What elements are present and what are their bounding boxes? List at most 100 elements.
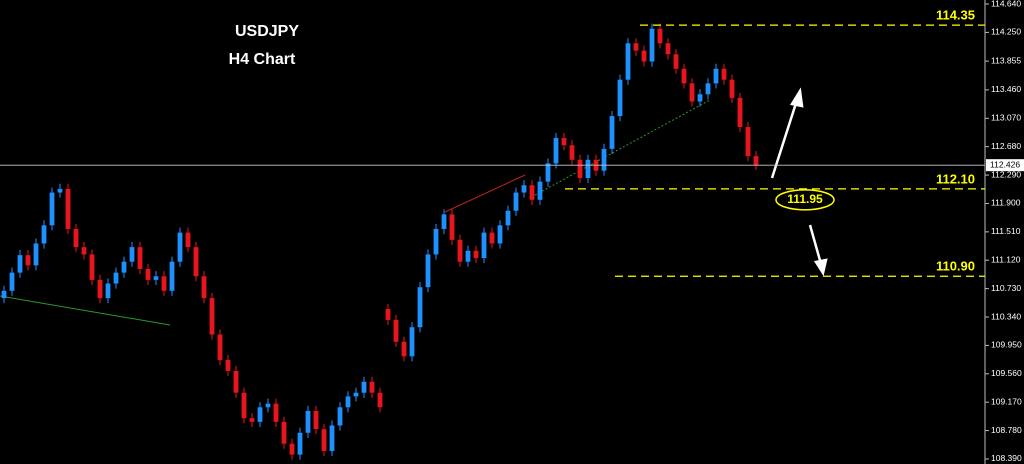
- y-tick-label: 112.680: [991, 141, 1021, 151]
- candle-body: [193, 247, 199, 277]
- y-tick-label: 113.460: [991, 84, 1021, 94]
- candle-body: [425, 254, 431, 288]
- y-tick-label: 111.900: [991, 198, 1021, 208]
- candle-body: [129, 247, 135, 262]
- candle-body: [401, 341, 407, 357]
- candle-body: [409, 327, 415, 357]
- candle-body: [705, 83, 711, 95]
- candle-body: [505, 210, 511, 226]
- candle-body: [665, 43, 671, 55]
- candle-body: [81, 247, 87, 255]
- candle-body: [449, 214, 455, 240]
- candle-body: [105, 283, 111, 299]
- candle-body: [201, 276, 207, 299]
- candle-body: [633, 43, 639, 51]
- candle-body: [417, 287, 423, 328]
- candle-body: [73, 228, 79, 248]
- candle-body: [305, 410, 311, 433]
- candle-body: [281, 421, 287, 444]
- candle-body: [745, 127, 751, 157]
- candle-body: [177, 232, 183, 262]
- candle-body: [729, 79, 735, 98]
- chart-title: USDJPY: [235, 23, 299, 40]
- target-label: 111.95: [787, 192, 823, 206]
- candle-body: [529, 185, 535, 200]
- candle-body: [329, 425, 335, 451]
- candle-body: [49, 192, 55, 226]
- candle-body: [657, 28, 663, 44]
- candle-body: [441, 214, 447, 229]
- candle-body: [385, 309, 391, 320]
- candle-body: [345, 396, 351, 408]
- y-tick-label: 110.340: [991, 311, 1021, 321]
- candle-body: [9, 272, 15, 291]
- candle-body: [361, 381, 367, 393]
- candle-body: [553, 137, 559, 164]
- candle-body: [265, 403, 271, 408]
- candle-body: [473, 250, 479, 259]
- y-tick-label: 114.640: [991, 0, 1021, 8]
- candle-body: [697, 94, 703, 102]
- candle-body: [753, 156, 759, 165]
- candle-body: [577, 159, 583, 178]
- candle-body: [457, 239, 463, 262]
- candle-body: [153, 276, 159, 280]
- candle-body: [369, 381, 375, 393]
- candle-body: [233, 370, 239, 393]
- candle-body: [713, 68, 719, 84]
- candle-body: [689, 83, 695, 102]
- trend-line: [444, 174, 526, 213]
- candle-body: [465, 250, 471, 262]
- y-tick-label: 108.780: [991, 425, 1022, 435]
- candle-body: [489, 232, 495, 244]
- candle-body: [249, 418, 255, 422]
- candle-body: [625, 43, 631, 80]
- candle-body: [393, 319, 399, 342]
- candle-body: [481, 232, 487, 259]
- candle-body: [737, 97, 743, 128]
- y-tick-label: 114.250: [991, 27, 1021, 37]
- candle-body: [297, 432, 303, 455]
- y-tick-label: 111.120: [991, 254, 1021, 264]
- candle-body: [57, 188, 63, 193]
- y-tick-label: 111.510: [991, 226, 1021, 236]
- candle-body: [377, 392, 383, 408]
- arrow-head: [813, 258, 828, 277]
- candle-body: [65, 188, 71, 229]
- candle-body: [41, 225, 47, 244]
- candle-body: [17, 255, 23, 273]
- candle-body: [169, 261, 175, 291]
- candle-body: [89, 254, 95, 280]
- level-label: 114.35: [936, 8, 975, 23]
- candle-body: [673, 54, 679, 69]
- candle-body: [33, 243, 39, 266]
- y-tick-label: 108.390: [991, 453, 1022, 463]
- y-tick-label: 109.170: [991, 396, 1022, 406]
- candle-body: [561, 137, 567, 146]
- y-tick-label: 113.855: [991, 55, 1021, 65]
- target-oval: [775, 189, 835, 211]
- candle-body: [353, 392, 359, 397]
- level-label: 112.10: [936, 171, 975, 186]
- candle-body: [225, 359, 231, 371]
- candle-body: [521, 185, 527, 193]
- candle-body: [585, 159, 591, 178]
- candle-body: [113, 272, 119, 284]
- candle-body: [217, 334, 223, 360]
- arrow-down: [808, 224, 823, 265]
- trend-line: [0, 295, 171, 326]
- candle-body: [25, 255, 31, 266]
- candle-body: [545, 163, 551, 182]
- level-label: 110.90: [936, 259, 975, 274]
- chart-subtitle: H4 Chart: [229, 51, 296, 68]
- y-tick-label: 109.560: [991, 368, 1022, 378]
- candle-body: [433, 228, 439, 255]
- candle-body: [681, 68, 687, 84]
- candle-body: [609, 116, 615, 149]
- y-tick-label: 112.290: [991, 169, 1021, 179]
- candle-body: [537, 181, 543, 200]
- candle-body: [145, 268, 151, 280]
- candle-body: [569, 145, 575, 160]
- current-price-box: [986, 159, 1024, 172]
